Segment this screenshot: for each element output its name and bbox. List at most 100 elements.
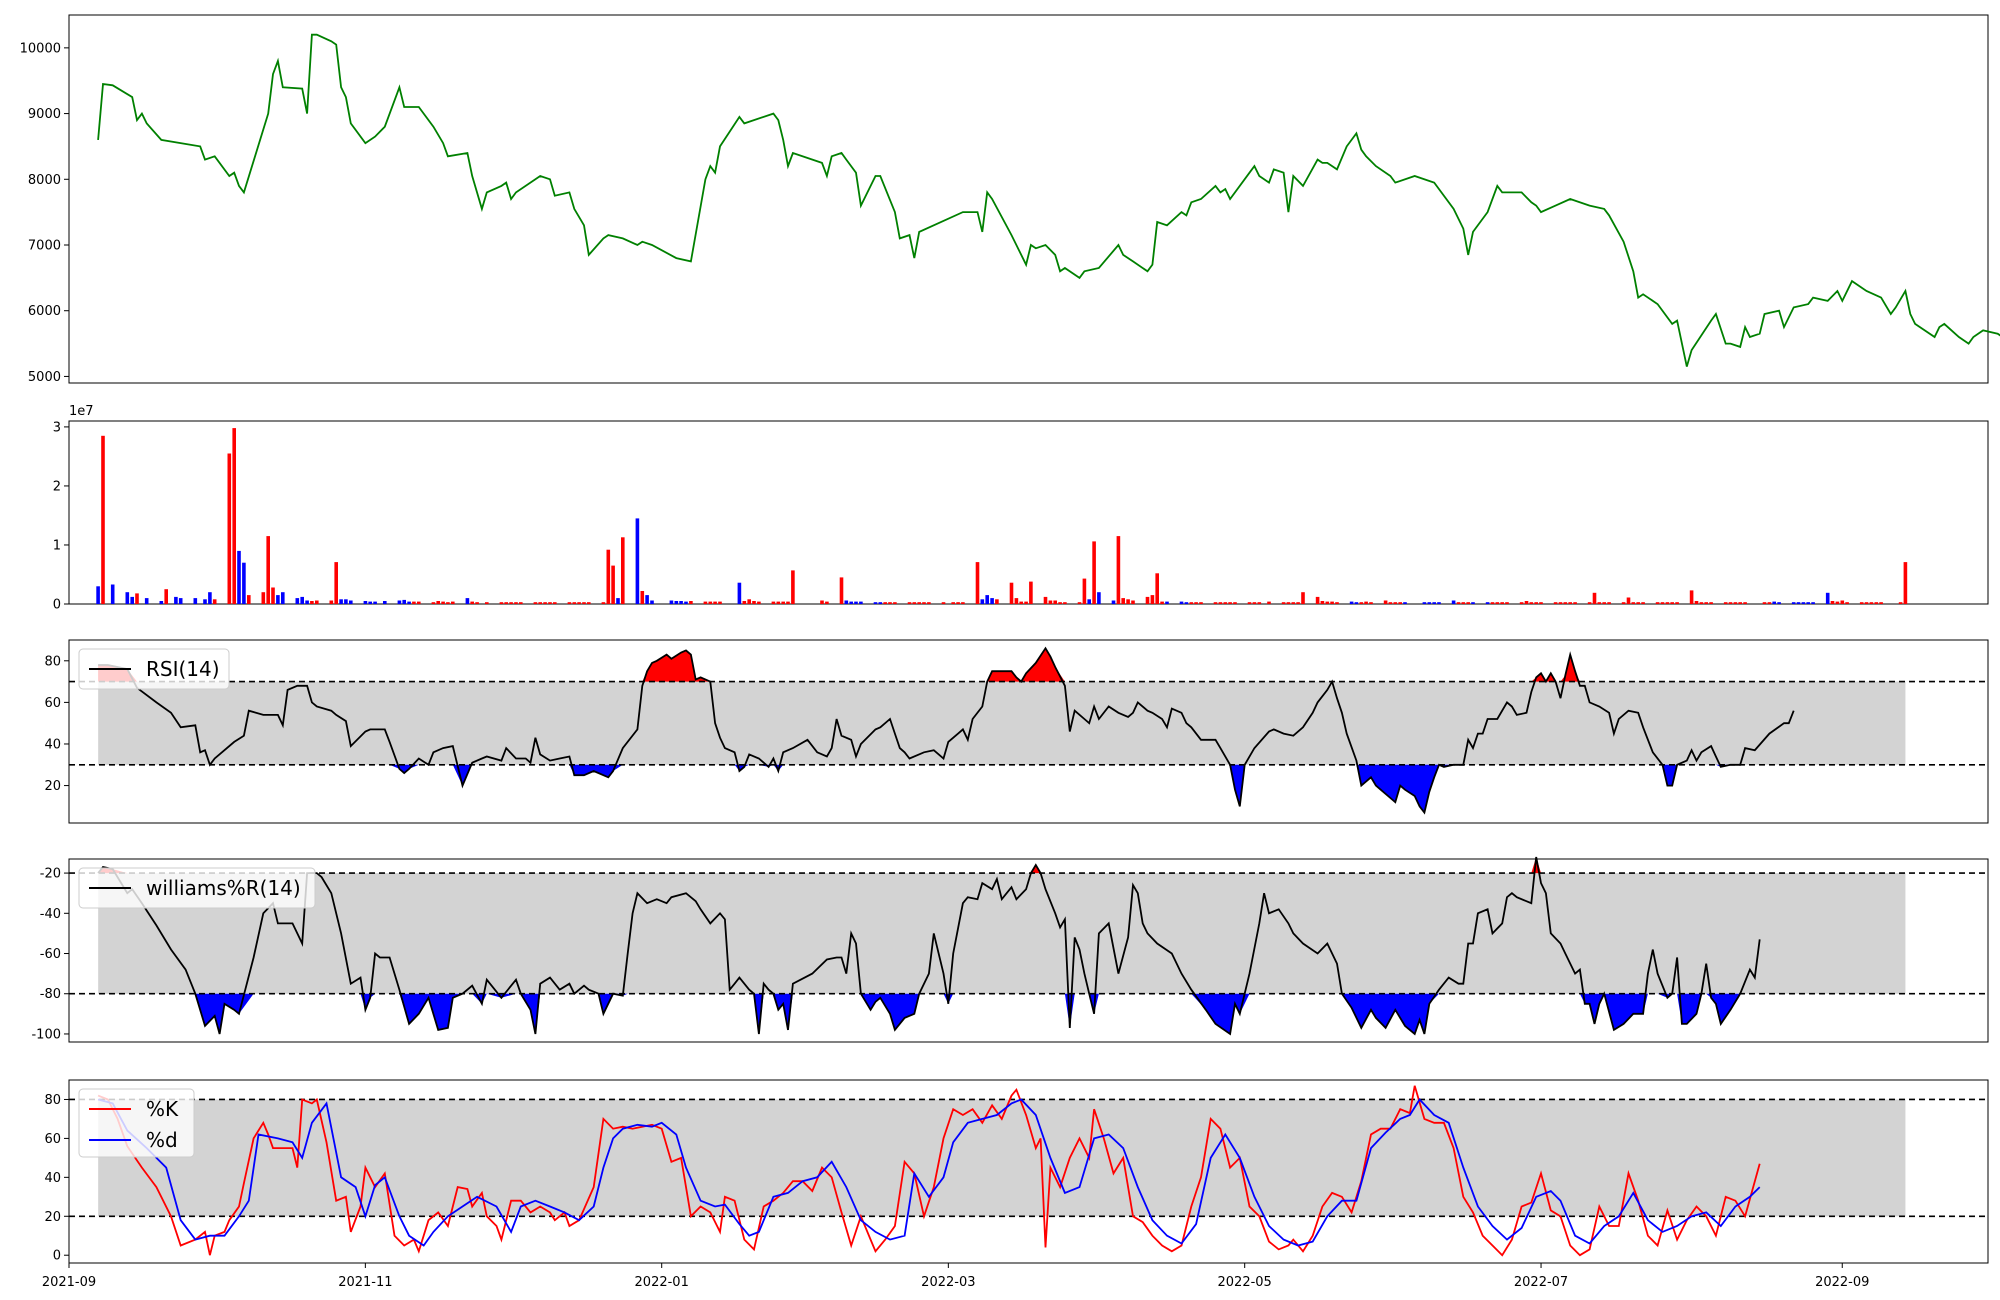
- volume-bar: [1655, 602, 1660, 604]
- volume-bar: [485, 602, 489, 604]
- volume-bar: [1087, 599, 1091, 604]
- volume-bar: [446, 602, 450, 604]
- volume-bar: [859, 601, 863, 604]
- volume-bar: [621, 537, 625, 604]
- volume-bar: [1189, 602, 1194, 604]
- volume-bar: [1359, 602, 1364, 604]
- volume-bar: [1184, 602, 1189, 604]
- volume-bar: [1223, 602, 1228, 604]
- volume-bar: [1077, 602, 1082, 604]
- y-tick-label: 0: [53, 598, 61, 613]
- oversold-fill: [98, 993, 1760, 1034]
- volume-bar: [407, 601, 411, 604]
- volume-bar: [261, 592, 266, 604]
- legend-box: [78, 648, 230, 690]
- volume-bar: [1092, 541, 1096, 604]
- volume-bar: [1592, 592, 1597, 604]
- volume-bar: [917, 602, 921, 604]
- volume-bar: [397, 600, 402, 604]
- volume-bar: [266, 536, 270, 604]
- volume-bar: [1670, 602, 1674, 604]
- y-tick-label: 60: [44, 696, 61, 711]
- volume-bar: [164, 589, 168, 604]
- volume-bar: [781, 601, 785, 604]
- -k-line: [97, 1085, 1761, 1257]
- volume-bar: [747, 599, 751, 604]
- volume-bar: [329, 600, 334, 604]
- volume-bar: [684, 601, 688, 604]
- volume-bar: [1165, 601, 1169, 604]
- volume-bar: [1825, 592, 1830, 604]
- volume-bar: [587, 602, 591, 604]
- volume-bar: [1111, 600, 1116, 604]
- legend-label: %d: [146, 1128, 178, 1152]
- volume-bar: [1524, 601, 1529, 604]
- volume-bar: [247, 595, 251, 604]
- volume-bar: [1777, 602, 1781, 604]
- volume-bar: [538, 602, 542, 604]
- volume-bar: [174, 596, 178, 604]
- volume-bar: [703, 601, 708, 604]
- volume-bar: [499, 602, 504, 604]
- volume-bar: [1500, 602, 1504, 604]
- x-tick-label: 2021-11: [338, 1275, 392, 1290]
- y-tick-label: 1: [53, 538, 61, 553]
- volume-bar: [1830, 601, 1835, 604]
- volume-bar: [1281, 602, 1286, 604]
- volume-bar: [995, 599, 999, 604]
- volume-bar: [412, 601, 416, 604]
- volume-bar: [990, 598, 994, 604]
- y-tick-label: -20: [40, 867, 61, 882]
- volume-bar: [888, 602, 892, 604]
- volume-bar: [1864, 602, 1869, 604]
- axes-frame: [68, 14, 1989, 384]
- volume-bar: [975, 562, 980, 604]
- volume-bar: [509, 602, 513, 604]
- legend-label: %K: [146, 1097, 179, 1121]
- volume-bar: [1398, 602, 1402, 604]
- volume-bar: [893, 602, 897, 604]
- volume-bar: [1704, 602, 1708, 604]
- volume-bar: [295, 598, 300, 604]
- volume-bar: [1874, 602, 1879, 604]
- volume-bar: [1058, 602, 1062, 604]
- y-tick-label: 20: [44, 1210, 61, 1225]
- volume-bar: [752, 601, 756, 604]
- volume-bar: [611, 565, 615, 604]
- volume-bar: [451, 601, 455, 604]
- y-tick-label: 20: [44, 779, 61, 794]
- volume-bar: [1199, 602, 1203, 604]
- volume-bar: [1126, 599, 1130, 604]
- price-panel: 5000 6000 7000 8000 9000 10000: [20, 14, 2000, 385]
- volume-bar: [1767, 602, 1772, 604]
- volume-bar: [1631, 602, 1636, 604]
- volume-bar: [1558, 602, 1563, 604]
- volume-bar: [310, 601, 314, 604]
- volume-bar: [1393, 602, 1398, 604]
- y-tick-label: 0: [53, 1249, 61, 1264]
- volume-bar: [718, 601, 722, 604]
- volume-bar: [878, 602, 883, 604]
- volume-bar: [1043, 596, 1048, 604]
- volume-bar: [907, 602, 912, 604]
- volume-bar: [1801, 602, 1806, 604]
- rsi-panel: 20 40 60 80 RSI(14): [44, 639, 1989, 824]
- y-tick-label: 40: [44, 737, 61, 752]
- volume-bar: [616, 598, 620, 604]
- axes-frame: [68, 858, 1989, 1043]
- threshold-band: [98, 681, 1906, 765]
- volume-bar: [417, 601, 421, 604]
- y-tick-label: 3: [53, 420, 61, 435]
- volume-bar: [1257, 602, 1262, 604]
- volume-bar: [1218, 602, 1223, 604]
- volume-bar: [227, 453, 232, 604]
- y-tick-label: -80: [40, 987, 61, 1002]
- volume-bar: [1063, 602, 1067, 604]
- volume-bar: [1320, 601, 1325, 604]
- x-tick-label: 2022-09: [1815, 1275, 1869, 1290]
- x-tick-label: 2022-03: [921, 1275, 975, 1290]
- volume-bar: [669, 600, 674, 604]
- volume-bar: [1121, 598, 1125, 604]
- volume-bar: [315, 600, 319, 604]
- volume-bar: [1879, 602, 1883, 604]
